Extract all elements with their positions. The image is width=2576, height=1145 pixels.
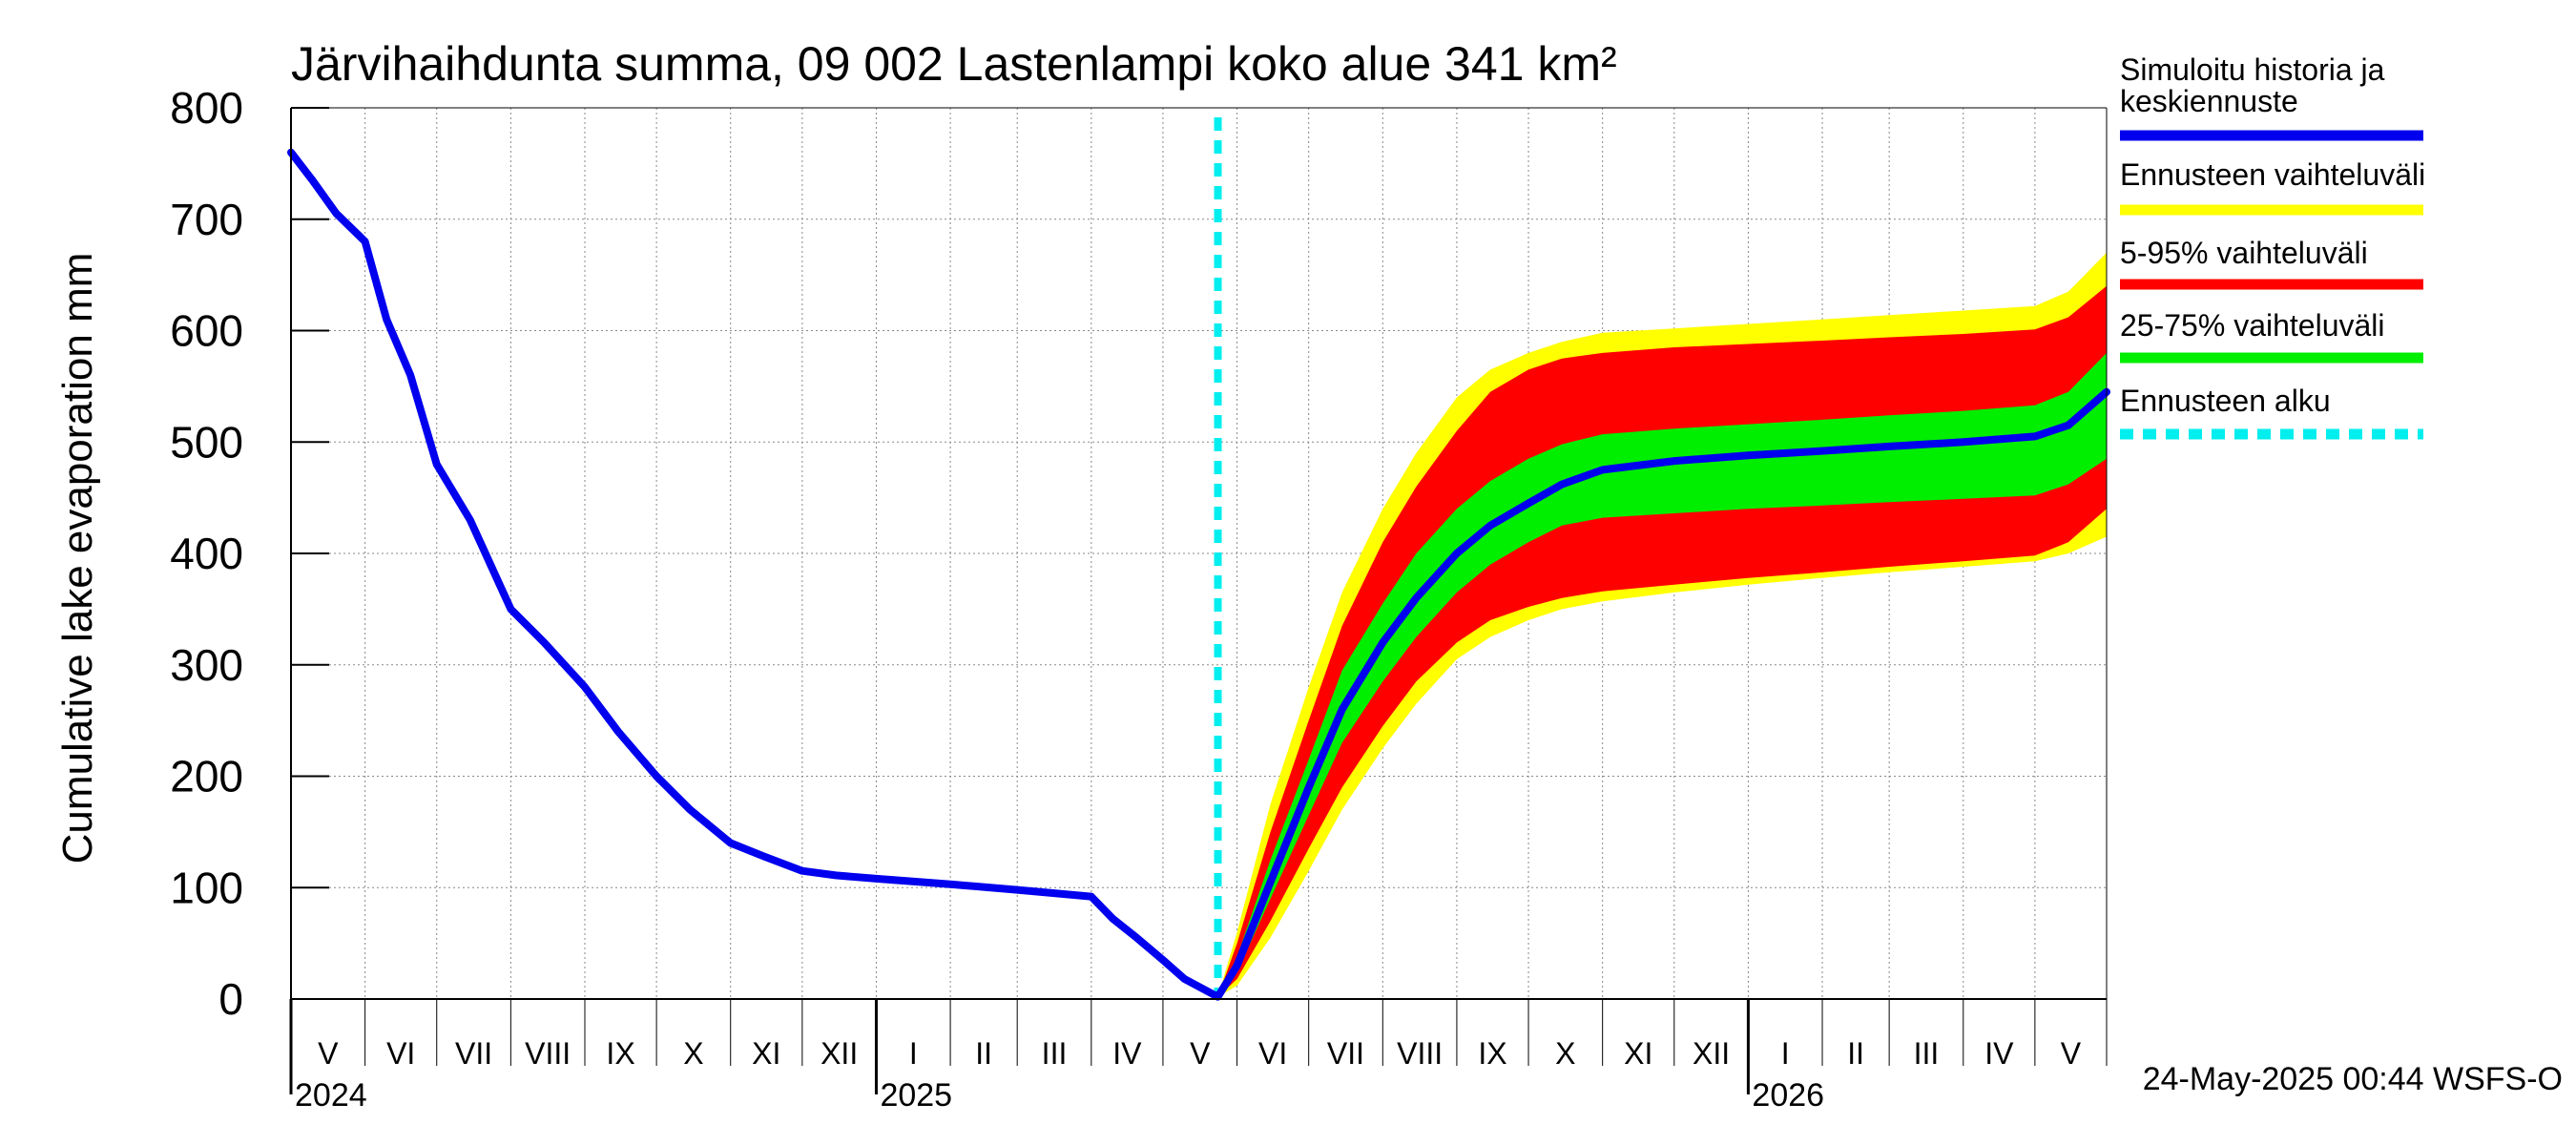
y-tick-label: 100	[170, 863, 243, 912]
y-tick-label: 500	[170, 417, 243, 467]
month-label: VI	[386, 1036, 415, 1071]
month-label: X	[683, 1036, 703, 1071]
y-tick-label: 800	[170, 83, 243, 133]
y-tick-label: 400	[170, 529, 243, 578]
y-tick-label: 0	[218, 974, 243, 1024]
year-label: 2026	[1752, 1077, 1824, 1114]
legend-label: 5-95% vaihteluväli	[2120, 236, 2368, 270]
month-label: IX	[1478, 1036, 1506, 1071]
month-label: VI	[1258, 1036, 1287, 1071]
month-label: IX	[606, 1036, 634, 1071]
y-tick-label: 600	[170, 306, 243, 356]
month-label: IV	[1112, 1036, 1142, 1071]
month-label: VIII	[525, 1036, 571, 1071]
month-label: V	[318, 1036, 339, 1071]
y-tick-label: 300	[170, 640, 243, 690]
month-label: V	[1190, 1036, 1211, 1071]
month-label: I	[1781, 1036, 1790, 1071]
month-label: XII	[1693, 1036, 1730, 1071]
month-label: V	[2061, 1036, 2082, 1071]
series-lines	[287, 117, 2110, 1001]
legend-label: Ennusteen alku	[2120, 384, 2331, 418]
axes	[289, 107, 2108, 1094]
month-label: III	[1042, 1036, 1068, 1071]
y-tick-label: 200	[170, 752, 243, 802]
simulated-mean-line	[287, 148, 2110, 1001]
month-label: XII	[821, 1036, 858, 1071]
legend-label: Simuloitu historia ja	[2120, 52, 2385, 87]
legend-label-line2: keskiennuste	[2120, 84, 2298, 118]
timestamp: 24-May-2025 00:44 WSFS-O	[2143, 1061, 2563, 1097]
legend-label: Ennusteen vaihteluväli	[2120, 157, 2425, 192]
y-tick-label: 700	[170, 195, 243, 244]
month-label: II	[1847, 1036, 1864, 1071]
month-label: XI	[1624, 1036, 1652, 1071]
month-label: I	[909, 1036, 918, 1071]
year-label: 2025	[880, 1077, 952, 1114]
month-label: VIII	[1397, 1036, 1443, 1071]
band-25-75	[1217, 352, 2107, 997]
month-label: VII	[1327, 1036, 1364, 1071]
month-label: VII	[455, 1036, 492, 1071]
y-axis-label: Cumulative lake evaporation mm	[54, 253, 101, 864]
month-label: III	[1914, 1036, 1940, 1071]
chart-title: Järvihaihdunta summa, 09 002 Lastenlampi…	[291, 37, 1617, 91]
month-label: II	[975, 1036, 992, 1071]
forecast-bands	[1217, 252, 2107, 997]
y-tick-labels: 0 100 200 300 400 500 600 700 800	[170, 83, 243, 1024]
month-label: IV	[1984, 1036, 2014, 1071]
year-label: 2024	[295, 1077, 367, 1114]
month-label: X	[1555, 1036, 1575, 1071]
month-label: XI	[752, 1036, 780, 1071]
legend-label: 25-75% vaihteluväli	[2120, 308, 2385, 343]
